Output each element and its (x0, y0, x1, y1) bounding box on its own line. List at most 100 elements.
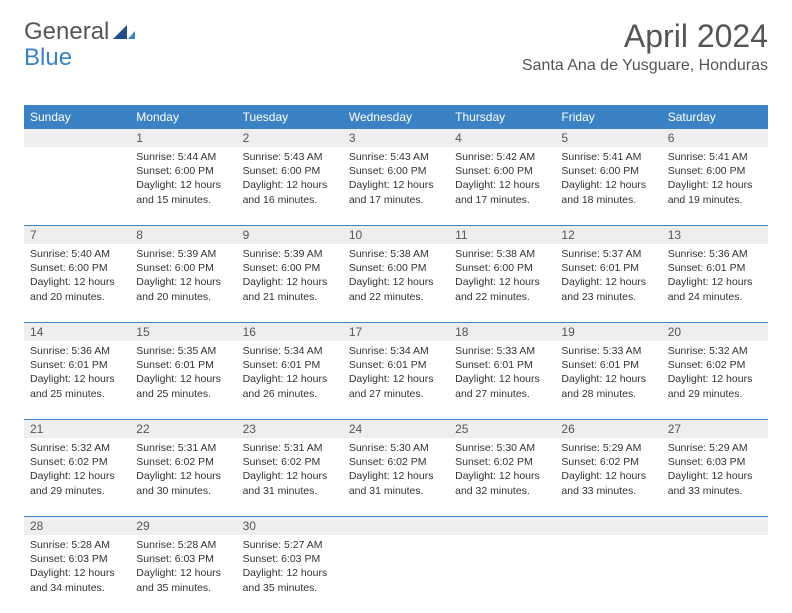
daylight-text-2: and 31 minutes. (243, 484, 337, 498)
day-cell-empty (449, 535, 555, 613)
sunset-text: Sunset: 6:01 PM (243, 358, 337, 372)
logo: General (24, 18, 137, 46)
daylight-text-2: and 21 minutes. (243, 290, 337, 304)
daylight-text-2: and 27 minutes. (455, 387, 549, 401)
sunrise-text: Sunrise: 5:32 AM (668, 344, 762, 358)
day-cell: Sunrise: 5:27 AMSunset: 6:03 PMDaylight:… (237, 535, 343, 613)
day-number-row: 21222324252627 (24, 420, 768, 438)
day-number: 16 (237, 323, 343, 341)
sunrise-text: Sunrise: 5:39 AM (243, 247, 337, 261)
daylight-text-1: Daylight: 12 hours (668, 372, 762, 386)
day-info: Sunrise: 5:30 AMSunset: 6:02 PMDaylight:… (455, 441, 549, 498)
daylight-text-1: Daylight: 12 hours (136, 469, 230, 483)
logo-sail-icon (113, 25, 135, 39)
title-block: April 2024 Santa Ana de Yusguare, Hondur… (522, 18, 768, 75)
daylight-text-2: and 33 minutes. (561, 484, 655, 498)
sunset-text: Sunset: 6:02 PM (455, 455, 549, 469)
day-info: Sunrise: 5:41 AMSunset: 6:00 PMDaylight:… (668, 150, 762, 207)
sunset-text: Sunset: 6:03 PM (136, 552, 230, 566)
sunrise-text: Sunrise: 5:27 AM (243, 538, 337, 552)
sunrise-text: Sunrise: 5:36 AM (30, 344, 124, 358)
sunset-text: Sunset: 6:01 PM (136, 358, 230, 372)
daylight-text-1: Daylight: 12 hours (349, 372, 443, 386)
sunset-text: Sunset: 6:02 PM (243, 455, 337, 469)
day-cell: Sunrise: 5:30 AMSunset: 6:02 PMDaylight:… (343, 438, 449, 516)
sunset-text: Sunset: 6:00 PM (349, 261, 443, 275)
day-number: 27 (662, 420, 768, 438)
day-cell: Sunrise: 5:33 AMSunset: 6:01 PMDaylight:… (555, 341, 661, 419)
daylight-text-2: and 26 minutes. (243, 387, 337, 401)
sunset-text: Sunset: 6:00 PM (668, 164, 762, 178)
week-row: Sunrise: 5:28 AMSunset: 6:03 PMDaylight:… (24, 535, 768, 613)
weekday-header: Saturday (662, 105, 768, 129)
sunrise-text: Sunrise: 5:38 AM (349, 247, 443, 261)
day-number: 7 (24, 226, 130, 244)
sunrise-text: Sunrise: 5:30 AM (349, 441, 443, 455)
day-number: 28 (24, 517, 130, 535)
sunset-text: Sunset: 6:02 PM (349, 455, 443, 469)
day-cell: Sunrise: 5:43 AMSunset: 6:00 PMDaylight:… (237, 147, 343, 225)
day-cell-empty (662, 535, 768, 613)
daylight-text-2: and 23 minutes. (561, 290, 655, 304)
daylight-text-1: Daylight: 12 hours (668, 469, 762, 483)
weekday-header: Monday (130, 105, 236, 129)
sunset-text: Sunset: 6:00 PM (349, 164, 443, 178)
weekday-header: Friday (555, 105, 661, 129)
daylight-text-1: Daylight: 12 hours (349, 178, 443, 192)
daylight-text-2: and 29 minutes. (668, 387, 762, 401)
daylight-text-1: Daylight: 12 hours (349, 275, 443, 289)
sunset-text: Sunset: 6:00 PM (243, 261, 337, 275)
day-info: Sunrise: 5:27 AMSunset: 6:03 PMDaylight:… (243, 538, 337, 595)
daylight-text-2: and 22 minutes. (349, 290, 443, 304)
daylight-text-1: Daylight: 12 hours (30, 275, 124, 289)
month-title: April 2024 (522, 18, 768, 55)
day-cell: Sunrise: 5:31 AMSunset: 6:02 PMDaylight:… (237, 438, 343, 516)
day-number (24, 129, 130, 147)
sunrise-text: Sunrise: 5:42 AM (455, 150, 549, 164)
day-number: 3 (343, 129, 449, 147)
day-info: Sunrise: 5:32 AMSunset: 6:02 PMDaylight:… (668, 344, 762, 401)
sunrise-text: Sunrise: 5:30 AM (455, 441, 549, 455)
day-cell: Sunrise: 5:36 AMSunset: 6:01 PMDaylight:… (662, 244, 768, 322)
day-number: 17 (343, 323, 449, 341)
day-number: 11 (449, 226, 555, 244)
sunrise-text: Sunrise: 5:28 AM (136, 538, 230, 552)
day-info: Sunrise: 5:38 AMSunset: 6:00 PMDaylight:… (349, 247, 443, 304)
day-info: Sunrise: 5:34 AMSunset: 6:01 PMDaylight:… (243, 344, 337, 401)
day-number: 13 (662, 226, 768, 244)
day-number-row: 282930 (24, 517, 768, 535)
day-cell-empty (343, 535, 449, 613)
sunset-text: Sunset: 6:01 PM (561, 261, 655, 275)
day-number: 22 (130, 420, 236, 438)
sunrise-text: Sunrise: 5:43 AM (243, 150, 337, 164)
sunset-text: Sunset: 6:00 PM (30, 261, 124, 275)
day-number: 14 (24, 323, 130, 341)
day-cell: Sunrise: 5:34 AMSunset: 6:01 PMDaylight:… (343, 341, 449, 419)
day-number-row: 14151617181920 (24, 323, 768, 341)
daylight-text-1: Daylight: 12 hours (455, 469, 549, 483)
daylight-text-1: Daylight: 12 hours (349, 469, 443, 483)
daylight-text-1: Daylight: 12 hours (668, 178, 762, 192)
day-cell: Sunrise: 5:35 AMSunset: 6:01 PMDaylight:… (130, 341, 236, 419)
daylight-text-1: Daylight: 12 hours (243, 469, 337, 483)
sunrise-text: Sunrise: 5:35 AM (136, 344, 230, 358)
daylight-text-2: and 24 minutes. (668, 290, 762, 304)
logo-text-general: General (24, 18, 109, 46)
sunrise-text: Sunrise: 5:37 AM (561, 247, 655, 261)
sunset-text: Sunset: 6:01 PM (455, 358, 549, 372)
week-row: Sunrise: 5:32 AMSunset: 6:02 PMDaylight:… (24, 438, 768, 517)
daylight-text-2: and 35 minutes. (243, 581, 337, 595)
daylight-text-2: and 29 minutes. (30, 484, 124, 498)
weekday-header-row: SundayMondayTuesdayWednesdayThursdayFrid… (24, 105, 768, 129)
day-cell: Sunrise: 5:38 AMSunset: 6:00 PMDaylight:… (343, 244, 449, 322)
daylight-text-2: and 30 minutes. (136, 484, 230, 498)
daylight-text-1: Daylight: 12 hours (455, 372, 549, 386)
day-number: 19 (555, 323, 661, 341)
daylight-text-1: Daylight: 12 hours (455, 178, 549, 192)
logo-blue-row: Blue (24, 44, 72, 72)
daylight-text-1: Daylight: 12 hours (136, 178, 230, 192)
day-number (343, 517, 449, 535)
sunset-text: Sunset: 6:00 PM (455, 261, 549, 275)
day-info: Sunrise: 5:36 AMSunset: 6:01 PMDaylight:… (668, 247, 762, 304)
day-cell: Sunrise: 5:42 AMSunset: 6:00 PMDaylight:… (449, 147, 555, 225)
